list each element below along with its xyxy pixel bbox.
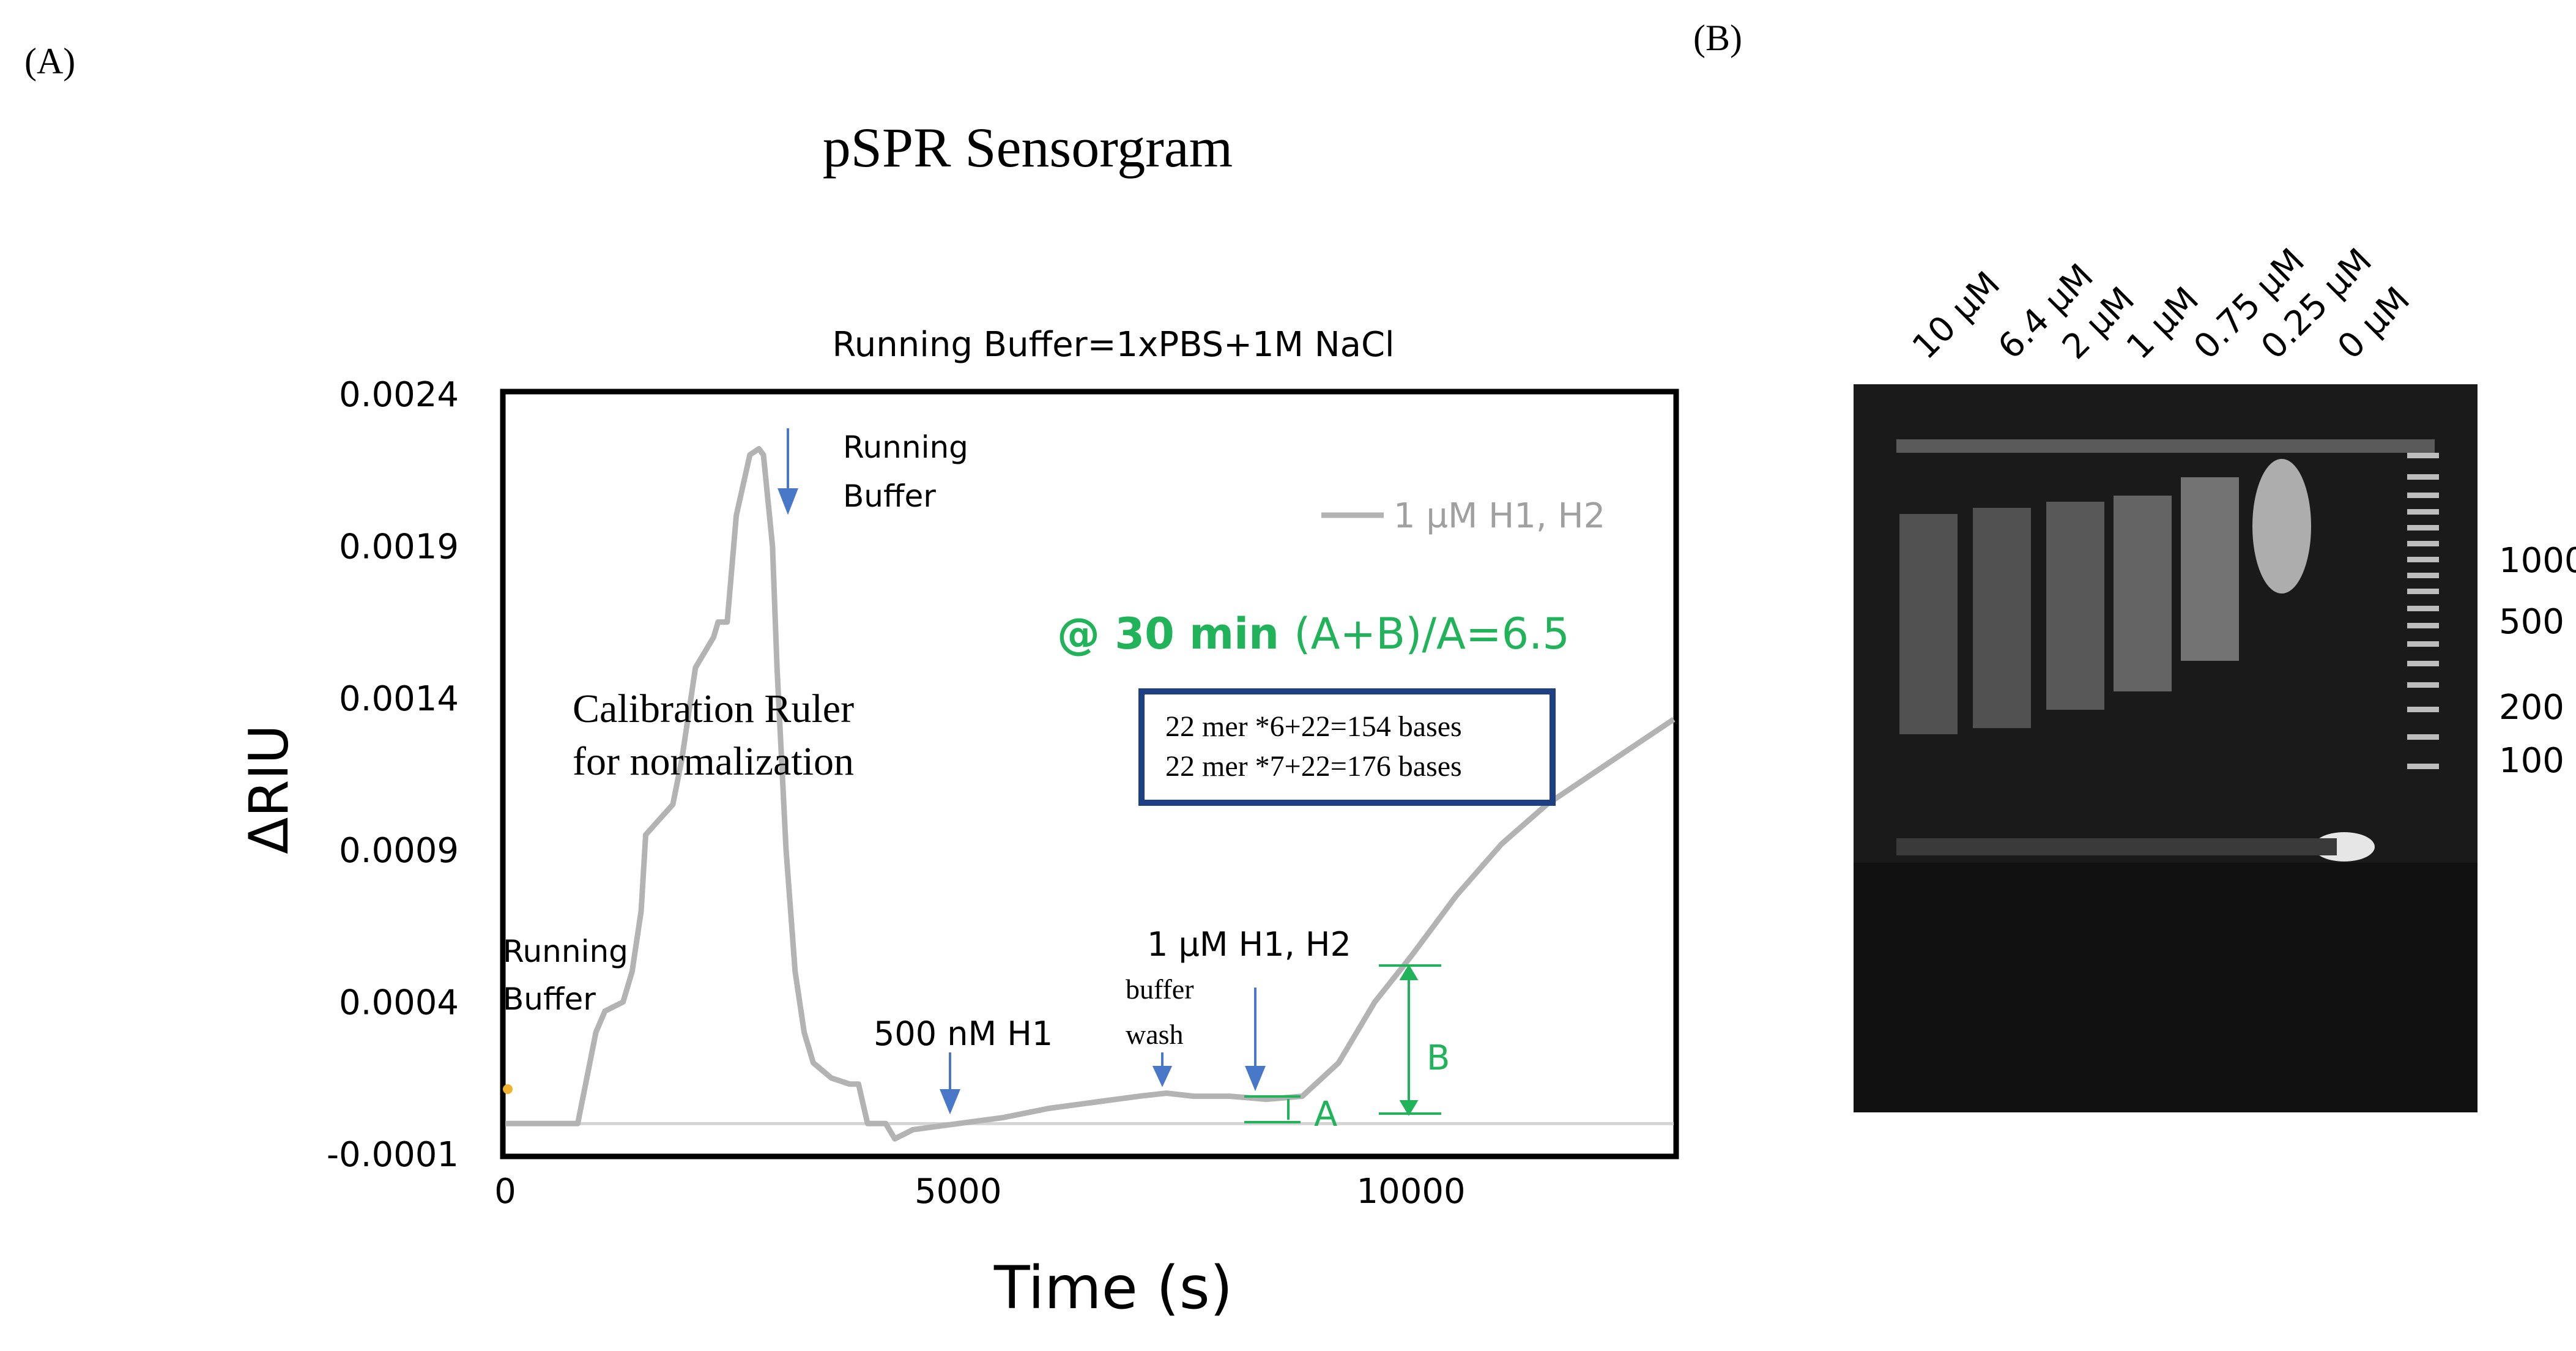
panel-b: (B) 10 µM 6.4 µM 2 µM 1 µM 0.75 µM 0.25 … [1693, 18, 2576, 1112]
annotations: Running Buffer Running Buffer Calibratio… [503, 428, 1570, 1134]
buffer-wash-label: buffer [1126, 973, 1194, 1005]
ladder-band [2407, 707, 2439, 712]
lane-label: 1 µM [2119, 280, 2207, 367]
legend: 1 µM H1, H2 [1321, 496, 1605, 536]
lane-labels: 10 µM 6.4 µM 2 µM 1 µM 0.75 µM 0.25 µM 0… [1905, 241, 2418, 367]
h1h2-arrow-icon [1245, 1066, 1266, 1092]
y-tick-label: 0.0024 [339, 375, 459, 415]
ladder-band [2407, 682, 2439, 688]
ladder-band [2407, 623, 2439, 628]
ladder-band [2407, 557, 2439, 562]
ladder-label: 200 [2499, 688, 2564, 728]
figure-title: pSPR Sensorgram [823, 116, 1233, 179]
gel-smear-lane-1 [1899, 514, 1958, 734]
gel-image [1854, 384, 2478, 1112]
ladder-band [2407, 453, 2439, 458]
sensorgram-line [505, 445, 1676, 1142]
start-marker [503, 1084, 513, 1094]
lane-label: 10 µM [1905, 264, 2008, 367]
ladder-band [2407, 493, 2439, 498]
marker-b-up-arrow [1399, 964, 1419, 980]
bases-box [1138, 688, 1556, 806]
h1h2-injection-label: 1 µM H1, H2 [1147, 925, 1351, 964]
gel-smear-lane-3 [2046, 502, 2104, 710]
panel-b-label: (B) [1693, 18, 1742, 58]
ladder-band [2407, 541, 2439, 546]
gel-band-lane-6 [2252, 459, 2311, 594]
ladder-label: 100 [2499, 741, 2564, 781]
running-buffer-top-label: Running [843, 430, 968, 465]
gel-smear-lane-2 [1973, 508, 2031, 728]
marker-a-label: A [1314, 1095, 1337, 1134]
x-tick-label: 0 [494, 1172, 516, 1211]
ladder-band [2407, 573, 2439, 578]
gel-smear-lane-4 [2114, 496, 2172, 691]
x-tick-label: 5000 [915, 1172, 1002, 1211]
chart-title: Running Buffer=1xPBS+1M NaCl [832, 325, 1394, 365]
ladder-band [2407, 525, 2439, 530]
calibration-label-2: for normalization [573, 739, 854, 784]
marker-b-down-arrow [1399, 1100, 1419, 1116]
gel-ladder [2407, 453, 2439, 769]
ladder-label: 500 [2499, 602, 2564, 642]
ladder-band [2407, 734, 2439, 740]
ladder-band [2407, 764, 2439, 769]
buffer-wash-label-2: wash [1126, 1019, 1184, 1050]
y-tick-label: 0.0019 [339, 527, 459, 567]
panel-a: (A) pSPR Sensorgram Running Buffer=1xPBS… [24, 41, 1679, 1322]
ladder-label: 1000 [2499, 541, 2576, 581]
ladder-band [2407, 474, 2439, 480]
bases-box-line-1: 22 mer *6+22=154 bases [1165, 710, 1462, 743]
ladder-labels: 1000 500 200 100 [2499, 541, 2576, 781]
running-buffer-left-label: Running [503, 934, 628, 969]
y-axis-ticks: -0.0001 0.0004 0.0009 0.0014 0.0019 0.0024 [327, 375, 459, 1175]
x-axis-label: Time (s) [993, 1254, 1233, 1322]
ratio-annotation: @ 30 min (A+B)/A=6.5 [1057, 609, 1570, 659]
legend-label: 1 µM H1, H2 [1394, 496, 1605, 536]
gel-wells [1896, 439, 2435, 453]
calibration-label: Calibration Ruler [573, 687, 854, 731]
gel-smear-lane-5 [2181, 477, 2239, 661]
panel-a-label: (A) [24, 41, 75, 81]
marker-b-label: B [1427, 1038, 1450, 1078]
x-tick-label: 10000 [1357, 1172, 1466, 1211]
x-axis-ticks: 0 5000 10000 [494, 1172, 1466, 1211]
h1-arrow-icon [940, 1089, 960, 1115]
ladder-band [2407, 661, 2439, 666]
running-buffer-arrow-icon [778, 488, 798, 515]
y-tick-label: -0.0001 [327, 1135, 459, 1175]
ladder-band [2407, 589, 2439, 594]
y-tick-label: 0.0009 [339, 831, 459, 871]
ladder-band [2407, 509, 2439, 515]
y-tick-label: 0.0004 [339, 983, 459, 1023]
h1-injection-label: 500 nM H1 [874, 1014, 1053, 1053]
running-buffer-left-label-2: Buffer [503, 981, 596, 1017]
gel-primer-row [1896, 838, 2337, 855]
ladder-band [2407, 606, 2439, 611]
running-buffer-top-label-2: Buffer [843, 478, 936, 514]
y-tick-label: 0.0014 [339, 679, 459, 719]
y-axis-label: ΔRIU [237, 724, 300, 854]
bases-box-line-2: 22 mer *7+22=176 bases [1165, 750, 1462, 783]
wash-arrow-icon [1152, 1066, 1173, 1087]
gel-lower-region [1854, 863, 2478, 1112]
plot-frame [500, 389, 1679, 1159]
ladder-band [2407, 641, 2439, 647]
